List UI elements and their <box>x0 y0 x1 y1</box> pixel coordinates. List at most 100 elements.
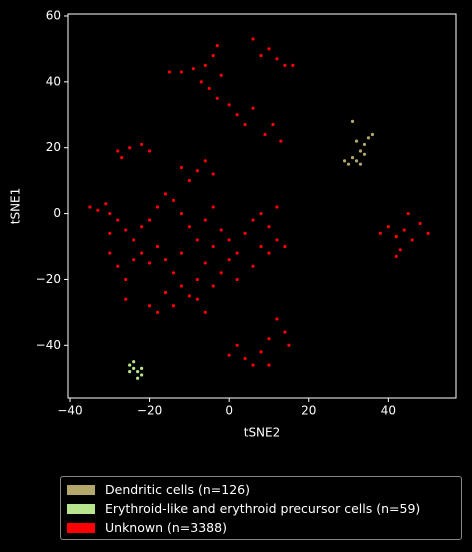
point <box>394 235 398 239</box>
y-tick-label: −20 <box>36 272 61 286</box>
legend-label: Unknown (n=3388) <box>105 520 227 535</box>
point <box>195 238 199 242</box>
point <box>358 149 363 153</box>
point <box>279 139 283 143</box>
point <box>259 53 263 58</box>
point <box>342 159 347 163</box>
point <box>362 142 367 147</box>
point <box>219 228 223 232</box>
point <box>275 317 279 321</box>
point <box>124 297 128 301</box>
point <box>243 356 247 361</box>
legend-entry: Unknown (n=3388) <box>67 518 455 537</box>
x-tick-label: −20 <box>137 404 162 418</box>
point <box>211 53 215 58</box>
point <box>179 165 184 170</box>
point <box>251 264 255 268</box>
point <box>215 96 219 100</box>
point <box>263 132 267 137</box>
point <box>108 251 112 255</box>
point <box>199 80 203 84</box>
point <box>418 221 422 226</box>
point <box>251 106 255 110</box>
point <box>207 86 211 91</box>
point <box>163 192 168 196</box>
point <box>155 244 160 249</box>
point <box>275 57 279 61</box>
point <box>227 258 231 262</box>
point <box>187 179 191 183</box>
point <box>211 172 215 176</box>
point <box>211 244 215 249</box>
point <box>136 370 140 374</box>
y-tick-label: 40 <box>46 74 61 88</box>
point <box>179 284 184 288</box>
point <box>147 218 152 222</box>
point <box>203 63 207 67</box>
point <box>191 67 195 71</box>
point <box>179 251 184 255</box>
point <box>394 254 398 258</box>
point <box>163 291 168 295</box>
point <box>227 353 231 357</box>
point <box>235 343 239 347</box>
point <box>163 258 168 262</box>
point <box>215 44 219 48</box>
point <box>251 37 255 41</box>
point <box>179 70 184 74</box>
point <box>155 205 160 209</box>
point <box>128 370 132 374</box>
legend-label: Dendritic cells (n=126) <box>105 482 251 497</box>
point <box>132 366 136 370</box>
y-tick-label: 20 <box>46 140 61 154</box>
y-tick-label: 60 <box>46 8 61 22</box>
point <box>267 337 271 341</box>
point <box>267 251 271 255</box>
point <box>96 208 100 212</box>
point <box>283 63 287 67</box>
point <box>124 277 128 282</box>
point <box>354 139 359 143</box>
point <box>219 73 223 77</box>
point <box>171 198 176 203</box>
point <box>275 205 279 209</box>
point <box>402 228 406 232</box>
point <box>271 123 275 127</box>
x-tick-label: 20 <box>301 404 316 418</box>
point <box>88 205 92 209</box>
point <box>354 159 359 163</box>
point <box>140 366 144 370</box>
point <box>267 225 271 229</box>
point <box>140 373 144 377</box>
point <box>259 244 263 249</box>
point <box>203 218 207 222</box>
point <box>140 251 144 255</box>
point <box>251 363 255 367</box>
point <box>203 261 207 265</box>
point <box>147 261 152 265</box>
point <box>171 304 176 308</box>
point <box>259 211 263 216</box>
point <box>287 343 291 347</box>
point <box>378 231 382 235</box>
legend-entry: Erythroid-like and erythroid precursor c… <box>67 499 455 518</box>
point <box>235 277 239 282</box>
point <box>147 149 152 153</box>
point <box>410 238 414 242</box>
point <box>104 202 108 206</box>
point <box>171 271 176 275</box>
point <box>155 310 160 314</box>
point <box>203 310 207 314</box>
point <box>132 258 136 262</box>
point <box>275 238 279 242</box>
point <box>116 218 120 222</box>
point <box>426 231 430 235</box>
x-axis-label: tSNE2 <box>244 426 281 440</box>
point <box>243 123 247 127</box>
point <box>406 211 410 216</box>
point <box>136 376 140 380</box>
point <box>366 136 371 140</box>
x-tick-label: 40 <box>381 404 396 418</box>
